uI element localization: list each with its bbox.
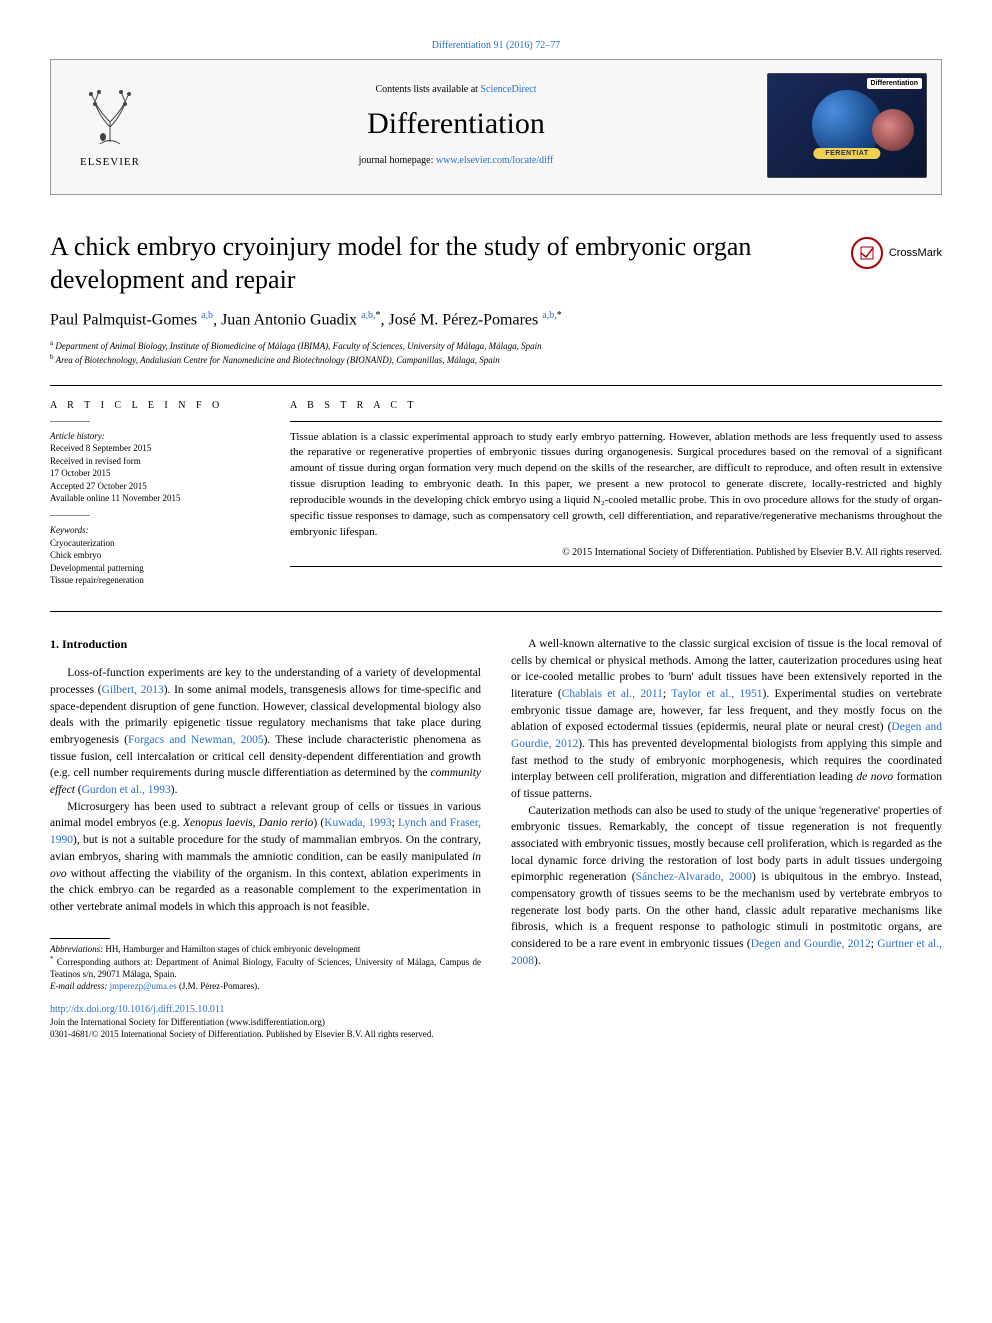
email-footnote: E-mail address: jmperezp@uma.es (J.M. Pé… (50, 980, 481, 992)
footnotes: Abbreviations: HH, Hamburger and Hamilto… (50, 943, 481, 993)
corresponding-footnote: * Corresponding authors at: Department o… (50, 955, 481, 980)
body-paragraph: A well-known alternative to the classic … (511, 636, 942, 803)
cover-badge: Differentiation (867, 78, 922, 89)
citation-link[interactable]: Kuwada, 1993 (324, 817, 391, 829)
citation-link[interactable]: Forgacs and Newman, 2005 (128, 734, 264, 746)
abstract-rule (290, 421, 942, 422)
article-info-label: A R T I C L E I N F O (50, 400, 260, 411)
affiliation-b: b Area of Biotechnology, Andalusian Cent… (50, 353, 942, 367)
abstract-copyright: © 2015 International Society of Differen… (290, 547, 942, 558)
footnote-rule (50, 938, 110, 939)
abstract-column: A B S T R A C T Tissue ablation is a cla… (290, 400, 942, 598)
journal-cover-thumbnail: Differentiation FERENTIAT (767, 73, 927, 178)
sciencedirect-link[interactable]: ScienceDirect (480, 84, 536, 95)
citation-link[interactable]: Differentiation 91 (2016) 72–77 (432, 40, 560, 51)
citation-link[interactable]: Gilbert, 2013 (102, 684, 164, 696)
keyword: Developmental patterning (50, 562, 260, 575)
affil-marker: b (50, 353, 54, 361)
article-title: A chick embryo cryoinjury model for the … (50, 231, 831, 296)
journal-name: Differentiation (155, 107, 757, 141)
contents-prefix: Contents lists available at (375, 84, 480, 95)
affil-marker: a (50, 339, 53, 347)
cover-inset-icon (872, 109, 914, 151)
rule-mid (50, 611, 942, 612)
issn-line: 0301-4681/© 2015 International Society o… (50, 1029, 942, 1039)
info-rule (50, 515, 90, 516)
citation-link[interactable]: Taylor et al., 1951 (671, 688, 762, 700)
crossmark-badge[interactable]: CrossMark (851, 237, 942, 269)
citation-link[interactable]: Chablais et al., 2011 (562, 688, 663, 700)
history-line: Received in revised form (50, 455, 260, 468)
homepage-line: journal homepage: www.elsevier.com/locat… (155, 155, 757, 166)
authors-line: Paul Palmquist-Gomes a,b, Juan Antonio G… (50, 310, 942, 329)
body-paragraph: Loss-of-function experiments are key to … (50, 665, 481, 798)
masthead-box: ELSEVIER Contents lists available at Sci… (50, 59, 942, 195)
affiliation-a: a Department of Animal Biology, Institut… (50, 339, 942, 353)
section-heading-1: 1. Introduction (50, 636, 481, 653)
abbrev-footnote: Abbreviations: HH, Hamburger and Hamilto… (50, 943, 481, 955)
crossmark-label: CrossMark (889, 247, 942, 259)
email-link[interactable]: jmperezp@uma.es (110, 981, 177, 991)
publisher-name: ELSEVIER (80, 156, 140, 168)
history-block: Article history: Received 8 September 20… (50, 430, 260, 506)
citation-header: Differentiation 91 (2016) 72–77 (50, 40, 942, 51)
doi-block: http://dx.doi.org/10.1016/j.diff.2015.10… (50, 1004, 942, 1015)
join-line: Join the International Society for Diffe… (50, 1017, 942, 1027)
homepage-prefix: journal homepage: (359, 155, 436, 166)
rule-top (50, 385, 942, 386)
body-paragraph: Microsurgery has been used to subtract a… (50, 799, 481, 916)
keyword: Chick embryo (50, 549, 260, 562)
body-columns: 1. Introduction Loss-of-function experim… (50, 636, 942, 992)
keywords-block: Keywords: Cryocauterization Chick embryo… (50, 524, 260, 587)
citation-link[interactable]: Gurdon et al., 1993 (82, 784, 171, 796)
abstract-rule-bottom (290, 566, 942, 567)
elsevier-tree-icon (75, 82, 145, 152)
abstract-body: Tissue ablation is a classic experimenta… (290, 430, 942, 542)
history-line: Received 8 September 2015 (50, 442, 260, 455)
history-title: Article history: (50, 430, 260, 443)
info-rule (50, 421, 90, 422)
publisher-logo: ELSEVIER (65, 75, 155, 175)
homepage-link[interactable]: www.elsevier.com/locate/diff (436, 155, 553, 166)
history-line: Available online 11 November 2015 (50, 492, 260, 505)
affiliations: a Department of Animal Biology, Institut… (50, 339, 942, 366)
affil-text: Area of Biotechnology, Andalusian Centre… (56, 355, 500, 365)
body-paragraph: Cauterization methods can also be used t… (511, 803, 942, 970)
history-line: 17 October 2015 (50, 467, 260, 480)
history-line: Accepted 27 October 2015 (50, 480, 260, 493)
keyword: Cryocauterization (50, 537, 260, 550)
doi-link[interactable]: http://dx.doi.org/10.1016/j.diff.2015.10… (50, 1004, 225, 1015)
contents-line: Contents lists available at ScienceDirec… (155, 84, 757, 95)
citation-link[interactable]: Sánchez-Alvarado, 2000 (636, 871, 752, 883)
citation-link[interactable]: Degen and Gourdie, 2012 (751, 938, 871, 950)
affil-text: Department of Animal Biology, Institute … (55, 341, 541, 351)
keyword: Tissue repair/regeneration (50, 574, 260, 587)
crossmark-icon (851, 237, 883, 269)
abstract-label: A B S T R A C T (290, 400, 942, 411)
cover-banner: FERENTIAT (813, 148, 880, 159)
article-info-column: A R T I C L E I N F O Article history: R… (50, 400, 260, 598)
keywords-title: Keywords: (50, 524, 260, 537)
